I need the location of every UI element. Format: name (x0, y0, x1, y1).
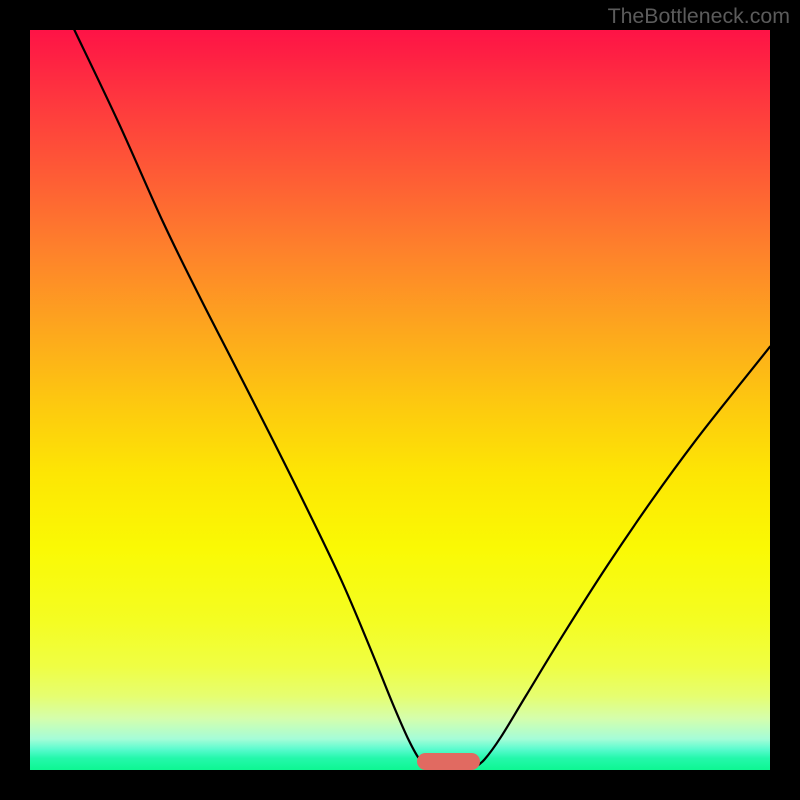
chart-frame: TheBottleneck.com (0, 0, 800, 800)
valley-marker (417, 753, 480, 770)
curve-right-branch (474, 347, 770, 768)
curve-left-branch (74, 30, 429, 768)
watermark-text: TheBottleneck.com (608, 4, 790, 29)
bottleneck-curve (30, 30, 770, 770)
plot-area (30, 30, 770, 770)
